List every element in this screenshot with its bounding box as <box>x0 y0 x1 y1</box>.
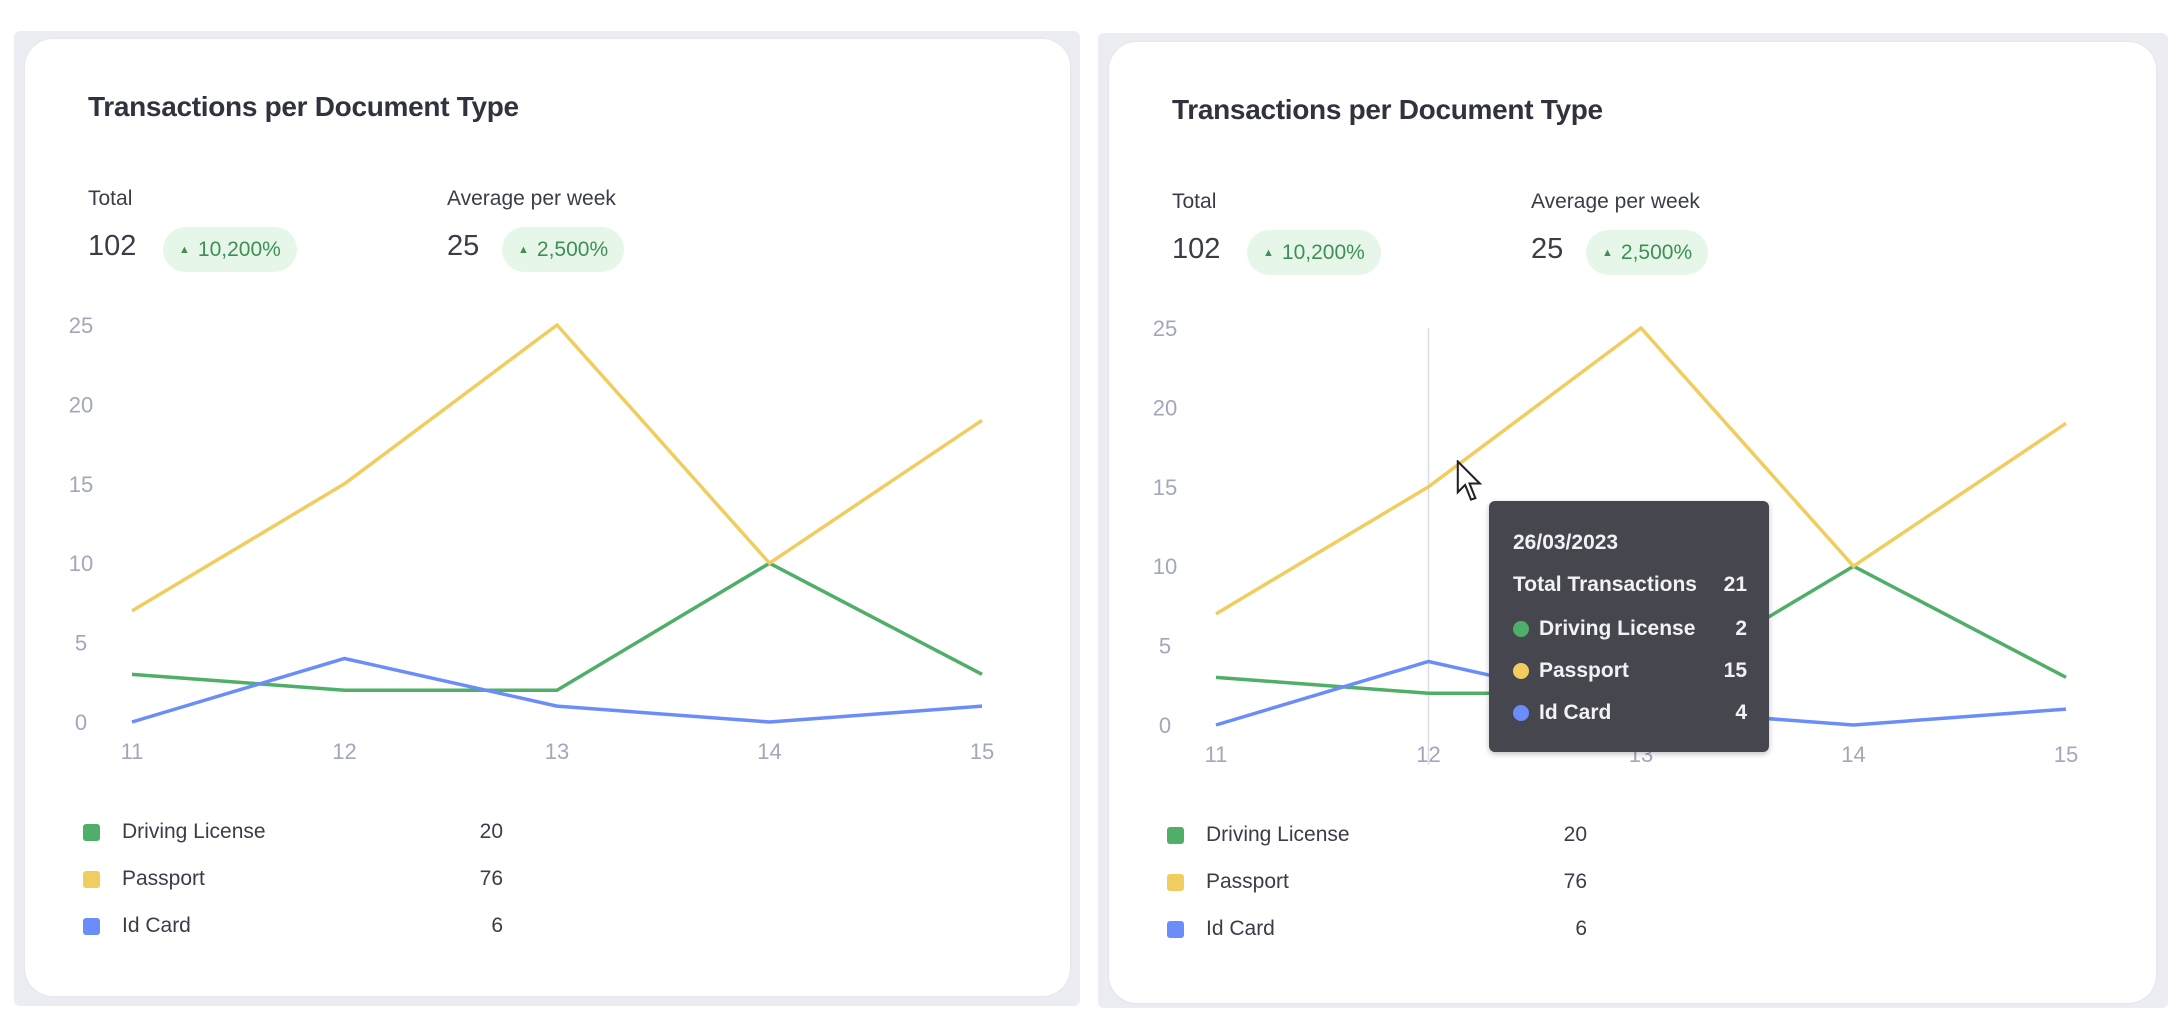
x-tick-label: 11 <box>1205 742 1228 767</box>
x-tick-label: 11 <box>121 739 144 764</box>
tooltip-row-label: Passport <box>1539 659 1629 682</box>
average-value: 25 <box>1531 233 1564 265</box>
legend-swatch <box>1167 920 1184 938</box>
tooltip-row-passport: Passport 15 <box>1513 659 1747 683</box>
tooltip-row-driving_license: Driving License 2 <box>1513 617 1747 641</box>
triangle-up-icon: ▲ <box>518 243 529 256</box>
x-tick-label: 13 <box>545 739 569 764</box>
tooltip-dot <box>1513 705 1529 721</box>
y-tick-label: 5 <box>75 631 87 656</box>
x-tick-label: 14 <box>757 739 781 764</box>
y-tick-label: 25 <box>69 313 93 338</box>
legend-label: Id Card <box>1206 917 1275 940</box>
legend-swatch <box>1167 826 1184 844</box>
legend-item-passport[interactable]: Passport 76 <box>83 864 503 894</box>
average-change-badge: ▲ 2,500% <box>1586 230 1709 275</box>
total-change-badge: ▲ 10,200% <box>1247 230 1381 275</box>
triangle-up-icon: ▲ <box>1263 246 1274 259</box>
legend-item-id_card[interactable]: Id Card 6 <box>83 911 503 941</box>
average-change-value: 2,500% <box>536 237 609 261</box>
mouse-cursor-icon <box>1456 458 1486 509</box>
series-line-passport[interactable] <box>131 323 983 613</box>
y-tick-label: 10 <box>69 551 93 576</box>
legend-item-driving_license[interactable]: Driving License 20 <box>83 817 503 847</box>
tooltip-total-value: 21 <box>1723 573 1747 596</box>
triangle-up-icon: ▲ <box>179 243 190 256</box>
average-label: Average per week <box>447 187 616 210</box>
average-change-badge: ▲ 2,500% <box>502 227 625 272</box>
y-tick-label: 10 <box>1153 554 1177 579</box>
total-value: 102 <box>1172 233 1221 265</box>
card-title: Transactions per Document Type <box>88 91 519 122</box>
legend-swatch <box>83 870 100 888</box>
legend-value: 20 <box>479 820 503 843</box>
legend-value: 6 <box>1575 917 1587 940</box>
legend-swatch <box>83 917 100 935</box>
tooltip-total-label: Total Transactions <box>1513 573 1697 596</box>
tooltip-dot <box>1513 663 1529 679</box>
line-chart: 0 5 10 15 20 25 11 12 13 14 15 <box>69 313 994 764</box>
x-tick-label: 15 <box>2054 742 2078 767</box>
tooltip-dot <box>1513 621 1529 637</box>
total-change-value: 10,200% <box>1281 240 1365 264</box>
tooltip-row-value: 4 <box>1735 701 1747 724</box>
total-value: 102 <box>88 230 137 262</box>
average-value: 25 <box>447 230 480 262</box>
y-tick-label: 20 <box>69 392 93 417</box>
legend-label: Passport <box>1206 870 1289 893</box>
legend-swatch <box>1167 873 1184 891</box>
tooltip-row-id_card: Id Card 4 <box>1513 701 1747 725</box>
x-tick-label: 15 <box>970 739 994 764</box>
tooltip-total: Total Transactions 21 <box>1513 573 1747 597</box>
x-tick-label: 12 <box>1416 742 1440 767</box>
legend-label: Id Card <box>122 914 191 937</box>
tooltip-row-value: 2 <box>1735 617 1747 640</box>
transactions-card: Transactions per Document Type Total 102 ▲ 1… <box>25 39 1070 996</box>
y-tick-label: 15 <box>1153 475 1177 500</box>
total-change-value: 10,200% <box>197 237 281 261</box>
tooltip-row-label: Driving License <box>1539 617 1696 640</box>
legend-value: 20 <box>1563 823 1587 846</box>
y-tick-label: 20 <box>1153 395 1177 420</box>
legend-item-passport[interactable]: Passport 76 <box>1167 867 1587 897</box>
legend-item-driving_license[interactable]: Driving License 20 <box>1167 820 1587 850</box>
legend-label: Passport <box>122 867 205 890</box>
total-label: Total <box>1172 190 1217 213</box>
series-line-driving_license[interactable] <box>131 561 983 692</box>
tooltip-row-label: Id Card <box>1539 701 1612 724</box>
legend-label: Driving License <box>1206 823 1350 846</box>
y-tick-label: 15 <box>69 472 93 497</box>
average-label: Average per week <box>1531 190 1700 213</box>
legend-label: Driving License <box>122 820 266 843</box>
y-tick-label: 5 <box>1159 634 1171 659</box>
average-change-value: 2,500% <box>1620 240 1693 264</box>
legend-value: 6 <box>491 914 503 937</box>
legend-value: 76 <box>1563 870 1587 893</box>
y-tick-label: 0 <box>75 710 87 735</box>
x-tick-label: 12 <box>332 739 356 764</box>
x-tick-label: 14 <box>1841 742 1865 767</box>
legend-value: 76 <box>479 867 503 890</box>
y-tick-label: 0 <box>1159 713 1171 738</box>
legend-swatch <box>83 823 100 841</box>
triangle-up-icon: ▲ <box>1602 246 1613 259</box>
transactions-card-hovered: Transactions per Document Type Total 102 ▲ 1… <box>1109 42 2156 1003</box>
card-title: Transactions per Document Type <box>1172 94 1603 125</box>
legend-item-id_card[interactable]: Id Card 6 <box>1167 914 1587 944</box>
total-change-badge: ▲ 10,200% <box>163 227 297 272</box>
total-label: Total <box>88 187 133 210</box>
tooltip-date: 26/03/2023 <box>1513 531 1619 554</box>
y-tick-label: 25 <box>1153 316 1177 341</box>
chart-tooltip: 26/03/2023 Total Transactions 21 Driving Li… <box>1489 501 1769 752</box>
tooltip-row-value: 15 <box>1723 659 1747 682</box>
